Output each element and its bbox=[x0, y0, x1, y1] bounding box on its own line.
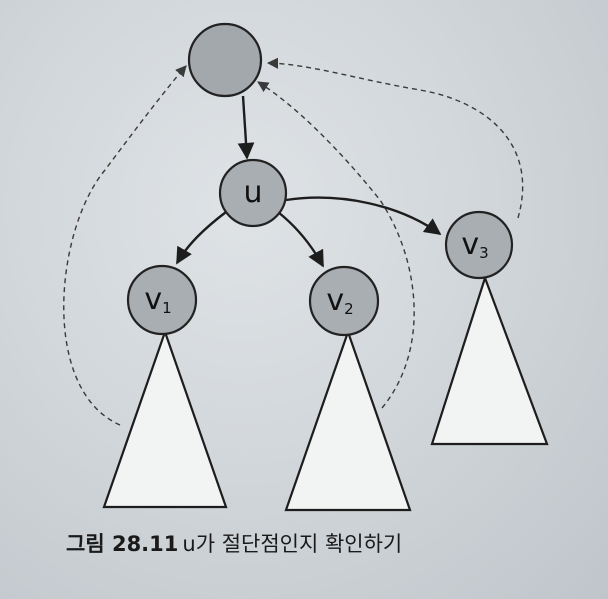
node-v3-text: v3 bbox=[461, 227, 488, 262]
node-root bbox=[187, 22, 263, 98]
node-v1 bbox=[126, 264, 198, 336]
subtree-v1 bbox=[102, 328, 228, 509]
node-v2-label: v bbox=[326, 283, 344, 318]
edge-u-to-v2 bbox=[277, 211, 325, 268]
back-edge-v2-to-root bbox=[257, 81, 415, 409]
node-v2 bbox=[308, 265, 380, 337]
node-u bbox=[218, 158, 288, 228]
node-v3-subscript: 3 bbox=[479, 244, 489, 262]
back-edge-v1-to-root bbox=[63, 65, 187, 426]
figure-caption-text: u가 절단점인지 확인하기 bbox=[182, 532, 403, 556]
node-v3 bbox=[444, 210, 514, 280]
back-edge-v3-to-root bbox=[266, 57, 524, 219]
node-u-label: u bbox=[243, 175, 262, 210]
edge-u-to-v1 bbox=[175, 211, 227, 265]
subtree-v3 bbox=[430, 274, 549, 446]
figure-caption: 그림 28.11 u가 절단점인지 확인하기 bbox=[66, 528, 402, 558]
figure-number: 그림 28.11 bbox=[66, 532, 179, 556]
node-v3-label: v bbox=[461, 227, 479, 262]
node-v2-subscript: 2 bbox=[344, 300, 354, 318]
subtree-v2 bbox=[284, 328, 412, 512]
node-v1-text: v1 bbox=[144, 282, 171, 317]
node-v1-label: v bbox=[144, 282, 162, 317]
node-v1-subscript: 1 bbox=[162, 299, 172, 317]
edge-u-to-v3 bbox=[285, 196, 442, 235]
edge-root-to-u bbox=[237, 95, 255, 160]
node-v2-text: v2 bbox=[326, 283, 353, 318]
